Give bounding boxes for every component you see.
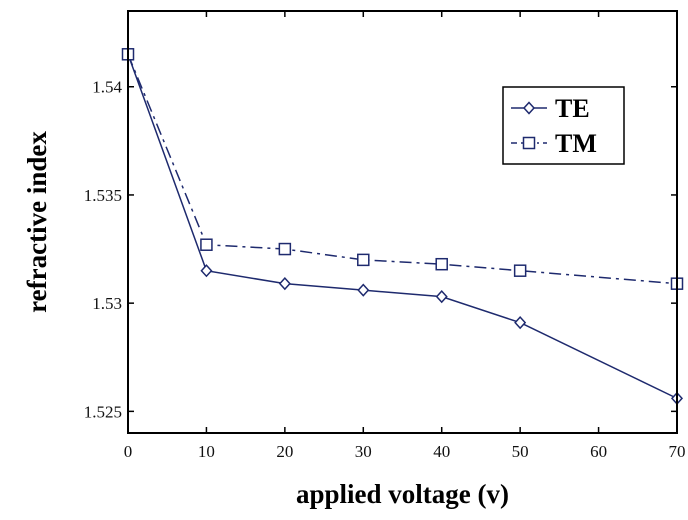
x-axis-ticks: 0 10 20 30 40 50 60 70 [124, 11, 686, 461]
data-point-te-3 [357, 283, 370, 297]
series-tm [121, 48, 684, 290]
x-tick-label-5: 50 [512, 442, 529, 461]
x-tick-label-2: 20 [276, 442, 293, 461]
data-point-tm-4 [435, 257, 448, 271]
legend-entry-te: TE [511, 94, 590, 123]
data-point-tm-2 [278, 242, 292, 256]
y-tick-label-0: 1.525 [84, 402, 122, 421]
x-tick-label-0: 0 [124, 442, 133, 461]
data-point-tm-1 [200, 238, 213, 251]
data-point-tm-3 [357, 253, 370, 267]
data-point-te-2 [278, 277, 291, 291]
y-axis-title: refractive index [22, 131, 52, 313]
legend: TE TM [502, 86, 625, 165]
plot-frame [127, 10, 678, 434]
x-tick-label-7: 70 [669, 442, 686, 461]
x-tick-label-3: 30 [355, 442, 372, 461]
y-tick-label-3: 1.54 [92, 78, 122, 97]
y-axis-ticks: 1.525 1.53 1.535 1.54 [84, 78, 677, 421]
data-point-te-1 [200, 264, 213, 278]
legend-marker-shape-te [522, 101, 536, 115]
legend-label-te: TE [555, 94, 590, 123]
x-axis-title: applied voltage (v) [296, 479, 509, 509]
y-tick-label-2: 1.535 [84, 186, 122, 205]
legend-marker-te [522, 101, 536, 115]
legend-entry-tm: TM [511, 129, 597, 158]
y-tick-label-1: 1.53 [92, 294, 122, 313]
series-te [121, 47, 684, 405]
data-point-tm-5 [513, 264, 527, 277]
x-tick-label-1: 10 [198, 442, 215, 461]
data-point-te-5 [514, 316, 527, 330]
legend-label-tm: TM [555, 129, 597, 158]
legend-marker-shape-tm [522, 136, 536, 150]
data-point-te-4 [435, 290, 448, 304]
legend-box [502, 86, 625, 165]
x-tick-label-6: 60 [590, 442, 607, 461]
legend-marker-tm [522, 136, 536, 150]
x-tick-label-4: 40 [433, 442, 450, 461]
